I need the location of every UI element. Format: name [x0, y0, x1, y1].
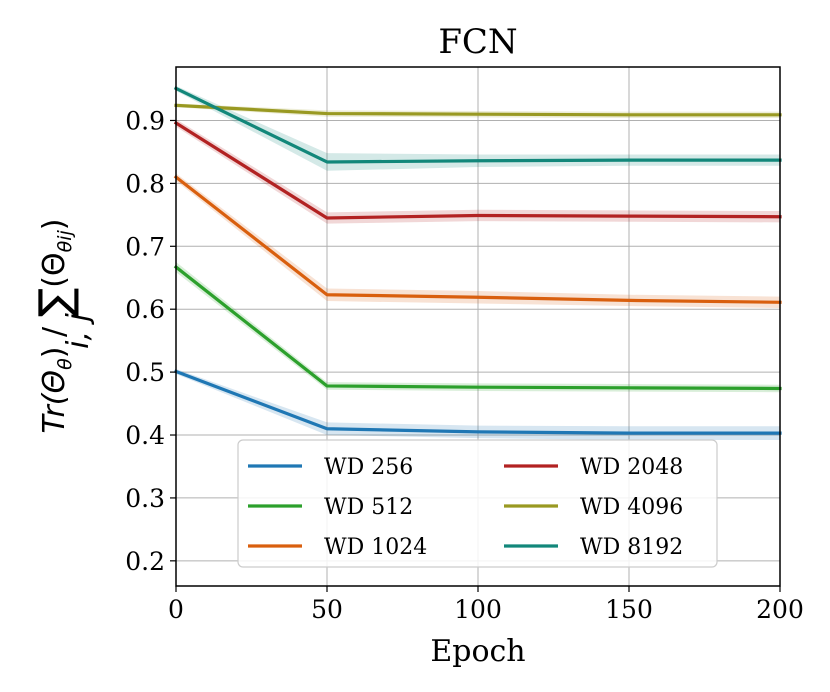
ylabel-theta-sub: θ [54, 358, 76, 370]
y-tick-label: 0.8 [125, 169, 165, 198]
ylabel-tr: Tr(Θ [37, 370, 72, 434]
x-tick-label: 200 [756, 595, 804, 624]
series-line-5 [173, 86, 782, 164]
y-axis-ticks: 0.2 0.3 0.4 0.5 0.6 0.7 0.8 0.9 [125, 106, 176, 576]
series-line-1 [173, 264, 782, 391]
ylabel-sigma: ∑ [30, 288, 81, 318]
y-tick-label: 0.9 [125, 106, 165, 135]
ylabel-theta-ij-sub: θij [54, 229, 76, 252]
legend-label: WD 1024 [324, 535, 427, 560]
chart-title: FCN [438, 22, 517, 62]
svg-text:Tr(Θθ) / ∑(Θθij): Tr(Θθ) / ∑(Θθij) [30, 218, 81, 433]
series-line-3 [173, 120, 782, 220]
x-axis-label: Epoch [430, 634, 525, 669]
legend-label: WD 256 [324, 455, 413, 480]
ylabel-mid: ) / [37, 317, 72, 358]
y-axis-label: Tr(Θθ) / ∑(Θθij) i, j [30, 218, 96, 433]
legend-box [237, 439, 718, 568]
x-tick-label: 50 [311, 595, 343, 624]
ylabel-open: (Θ [37, 252, 72, 287]
x-axis-ticks: 0 50 100 150 200 [168, 586, 804, 624]
y-tick-label: 0.7 [125, 232, 165, 261]
y-tick-label: 0.4 [125, 421, 165, 450]
x-tick-label: 0 [168, 595, 184, 624]
series-line-2 [173, 174, 782, 304]
legend-label: WD 8192 [580, 535, 683, 560]
legend-label: WD 512 [324, 495, 413, 520]
ylabel-close: ) [37, 218, 72, 230]
ylabel-sum-sub: i, j [61, 312, 96, 348]
series-lines [173, 86, 782, 435]
x-tick-label: 100 [454, 595, 502, 624]
y-tick-label: 0.5 [125, 358, 165, 387]
legend: WD 256 WD 512 WD 1024 WD 2048 WD 4096 WD 8192 [237, 439, 718, 568]
legend-label: WD 2048 [580, 455, 683, 480]
x-tick-label: 150 [605, 595, 653, 624]
y-tick-label: 0.3 [125, 484, 165, 513]
y-tick-label: 0.6 [125, 295, 165, 324]
series-line-4 [174, 103, 782, 117]
y-tick-label: 0.2 [125, 547, 165, 576]
series-line-0 [173, 369, 782, 435]
series-band-3 [176, 119, 780, 224]
legend-label: WD 4096 [580, 495, 683, 520]
series-band-5 [176, 85, 780, 171]
